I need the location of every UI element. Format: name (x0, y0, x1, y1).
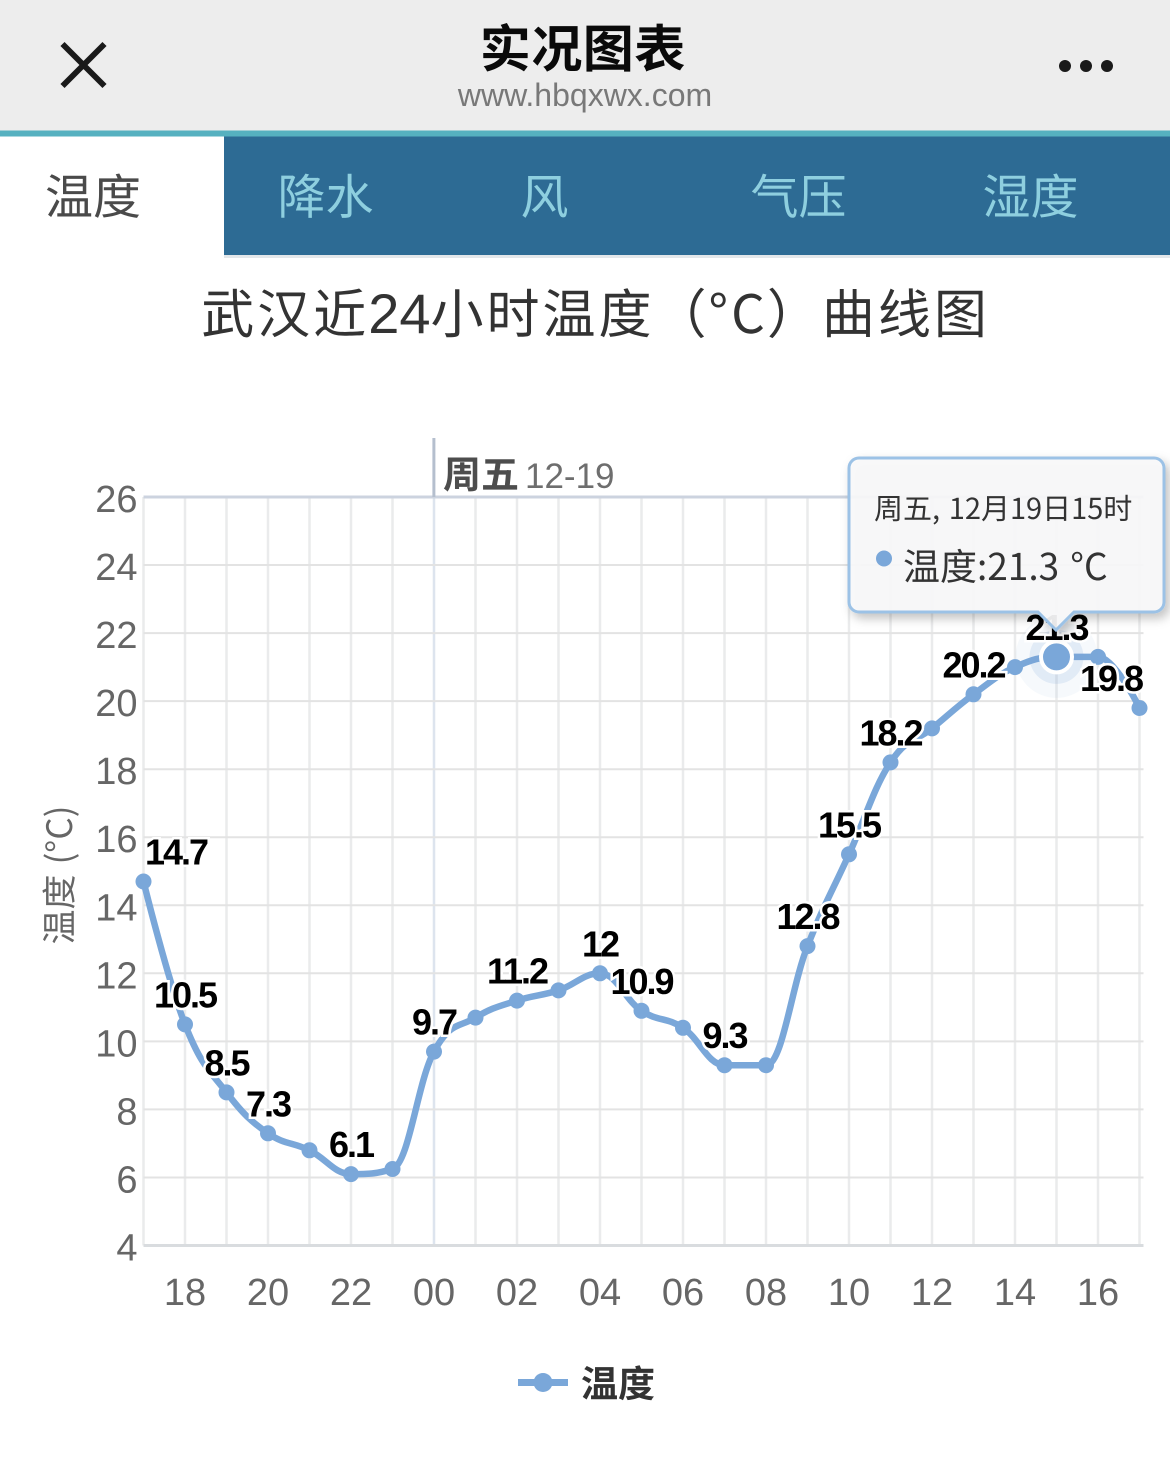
svg-text:9.3: 9.3 (702, 1015, 747, 1056)
svg-text:26: 26 (95, 479, 137, 521)
svg-text:18.2: 18.2 (859, 712, 922, 753)
svg-text:08: 08 (745, 1272, 787, 1314)
svg-text:18: 18 (95, 751, 137, 793)
svg-text:16: 16 (1077, 1272, 1119, 1314)
svg-text:24: 24 (95, 547, 137, 589)
svg-text:16: 16 (95, 819, 137, 861)
svg-text:14: 14 (95, 887, 137, 929)
svg-text:10: 10 (95, 1023, 137, 1065)
svg-text:00: 00 (413, 1272, 455, 1314)
svg-text:15.5: 15.5 (818, 804, 882, 845)
svg-text:12: 12 (911, 1272, 953, 1314)
svg-text:18: 18 (164, 1272, 206, 1314)
svg-text:24: 24 (368, 282, 430, 345)
svg-text:10.5: 10.5 (154, 974, 218, 1015)
svg-text:6.1: 6.1 (329, 1124, 375, 1165)
svg-text:8.5: 8.5 (204, 1042, 250, 1083)
svg-text:12.8: 12.8 (776, 896, 839, 937)
svg-text:20: 20 (247, 1272, 289, 1314)
svg-text:7.3: 7.3 (246, 1083, 291, 1124)
svg-text:12-19: 12-19 (525, 457, 615, 496)
svg-text:6: 6 (116, 1160, 137, 1202)
svg-text:14.7: 14.7 (145, 832, 208, 873)
svg-text:11.2: 11.2 (487, 951, 548, 992)
svg-text:9.7: 9.7 (412, 1002, 457, 1043)
svg-text:04: 04 (579, 1272, 621, 1314)
svg-text:20: 20 (95, 683, 137, 725)
svg-text:14: 14 (994, 1272, 1036, 1314)
svg-text:4: 4 (116, 1228, 137, 1270)
svg-text:22: 22 (95, 615, 137, 657)
svg-text:10: 10 (828, 1272, 870, 1314)
svg-text:8: 8 (116, 1091, 137, 1133)
svg-text:10.9: 10.9 (610, 961, 673, 1002)
svg-text:19.8: 19.8 (1080, 658, 1143, 699)
svg-text:www.hbqxwx.com: www.hbqxwx.com (457, 77, 712, 113)
svg-text:06: 06 (662, 1272, 704, 1314)
svg-text:22: 22 (330, 1272, 372, 1314)
svg-text:12: 12 (95, 955, 137, 997)
svg-text:20.2: 20.2 (942, 644, 1005, 685)
svg-text:12: 12 (582, 923, 619, 964)
svg-text:02: 02 (496, 1272, 538, 1314)
